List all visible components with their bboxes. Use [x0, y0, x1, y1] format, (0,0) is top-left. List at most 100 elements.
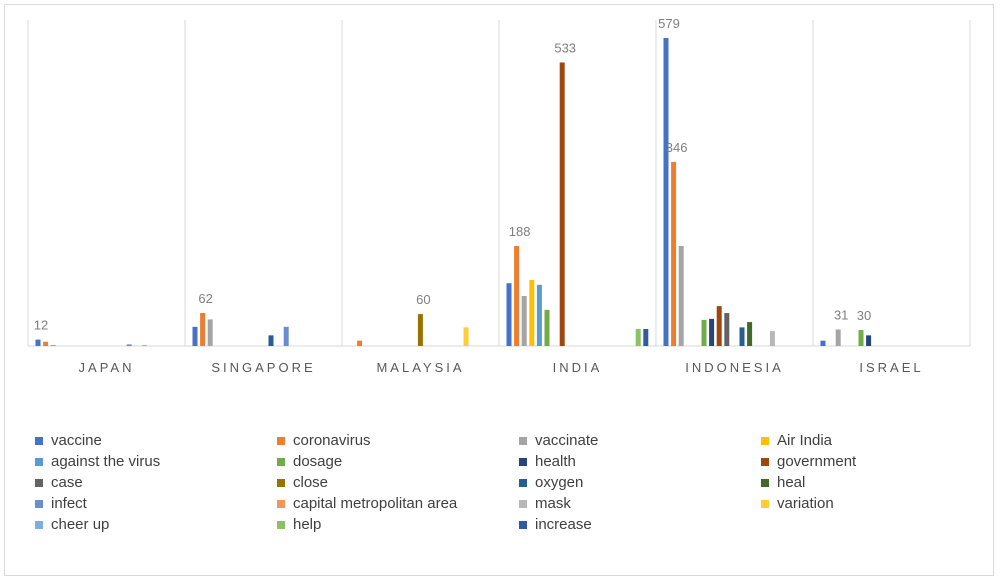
bar-increase [643, 328, 649, 346]
legend-label: oxygen [535, 474, 584, 491]
bar-air-india [529, 280, 535, 346]
bar-coronavirus [671, 161, 677, 346]
bar-infect [283, 326, 289, 346]
legend-swatch-icon [519, 499, 527, 508]
legend-swatch-icon [277, 499, 285, 508]
bar-mask [141, 344, 147, 346]
bar-vaccinate [678, 245, 684, 346]
bar-government [716, 306, 722, 346]
legend-item: government [761, 452, 961, 471]
legend-item: health [519, 452, 761, 471]
legend-swatch-icon [277, 478, 285, 487]
bar-case [724, 313, 730, 346]
legend-swatch-icon [35, 520, 43, 529]
x-tick-label: INDONESIA [685, 360, 784, 375]
data-label: 62 [198, 291, 212, 306]
legend-item: vaccinate [519, 431, 761, 450]
data-label: 12 [34, 318, 48, 333]
bar-dosage [858, 330, 864, 346]
legend-label: variation [777, 495, 834, 512]
bar-coronavirus [514, 245, 520, 346]
x-tick-label: ISRAEL [859, 360, 923, 375]
x-tick-label: INDIA [553, 360, 603, 375]
legend-label: against the virus [51, 453, 161, 470]
bar-vaccine [506, 283, 512, 346]
bar-vaccinate [50, 344, 56, 346]
bar-chart-plot: JAPAN SINGAPORE MALAYSIA INDIA INDONESIA ISRA… [27, 16, 971, 375]
legend-swatch-icon [761, 499, 769, 508]
bar-infect [126, 344, 132, 346]
bar-health [709, 318, 715, 346]
legend-label: help [293, 516, 322, 533]
x-tick-label: SINGAPORE [211, 360, 315, 375]
legend-swatch-icon [35, 457, 43, 466]
bar-variation [463, 327, 469, 346]
legend-label: infect [51, 495, 87, 512]
bar-vaccinate [207, 319, 213, 346]
legend-item: Air India [761, 431, 961, 450]
legend-label: vaccinate [535, 432, 599, 449]
legend: vaccine coronavirus vaccinate Air India agai… [35, 431, 995, 534]
bar-vaccine [35, 339, 41, 346]
legend-label: increase [535, 516, 592, 533]
legend-swatch-icon [35, 499, 43, 508]
data-label: 31 [834, 308, 848, 323]
bar-against-the-virus [536, 284, 542, 346]
legend-swatch-icon [761, 436, 769, 445]
legend-swatch-icon [761, 457, 769, 466]
data-label: 60 [416, 292, 430, 307]
data-label: 30 [857, 308, 871, 323]
legend-swatch-icon [519, 478, 527, 487]
legend-swatch-icon [35, 478, 43, 487]
bar-vaccine [663, 38, 669, 346]
legend-label: cheer up [51, 516, 110, 533]
bar-heal [747, 322, 753, 346]
bar-close [417, 314, 423, 346]
bar-mask [769, 331, 775, 346]
legend-item: heal [761, 473, 961, 492]
legend-item: help [277, 515, 519, 534]
bar-vaccine [820, 340, 826, 346]
legend-label: Air India [777, 432, 833, 449]
x-tick-label: JAPAN [79, 360, 135, 375]
legend-item: infect [35, 494, 277, 513]
legend-item: capital metropolitan area [277, 494, 519, 513]
legend-item: vaccine [35, 431, 277, 450]
legend-label: health [535, 453, 576, 470]
bar-government [559, 62, 565, 346]
legend-swatch-icon [277, 457, 285, 466]
legend-swatch-icon [761, 478, 769, 487]
x-tick-label: MALAYSIA [376, 360, 464, 375]
legend-swatch-icon [519, 436, 527, 445]
data-label: 533 [554, 40, 576, 55]
bar-coronavirus [43, 341, 49, 346]
legend-label: vaccine [51, 432, 102, 449]
bar-vaccine [192, 326, 198, 346]
bar-dosage [701, 319, 707, 346]
legend-item: variation [761, 494, 961, 513]
chart-border [4, 4, 994, 576]
data-label: 188 [509, 224, 531, 239]
bar-vaccinate [835, 329, 841, 346]
legend-item: mask [519, 494, 761, 513]
bar-coronavirus [200, 313, 206, 346]
legend-item: dosage [277, 452, 519, 471]
legend-item: against the virus [35, 452, 277, 471]
legend-swatch-icon [277, 520, 285, 529]
bar-coronavirus [357, 340, 363, 346]
legend-label: case [51, 474, 83, 491]
bar-dosage [544, 309, 550, 346]
legend-item: cheer up [35, 515, 277, 534]
legend-item: case [35, 473, 277, 492]
legend-swatch-icon [519, 520, 527, 529]
legend-label: capital metropolitan area [293, 495, 458, 512]
bar-oxygen [739, 327, 745, 346]
bar-help [635, 328, 641, 346]
legend-label: heal [777, 474, 806, 491]
legend-swatch-icon [277, 436, 285, 445]
legend-label: coronavirus [293, 432, 371, 449]
data-label: 579 [658, 16, 680, 31]
legend-label: close [293, 474, 329, 491]
data-label: 346 [666, 140, 688, 155]
